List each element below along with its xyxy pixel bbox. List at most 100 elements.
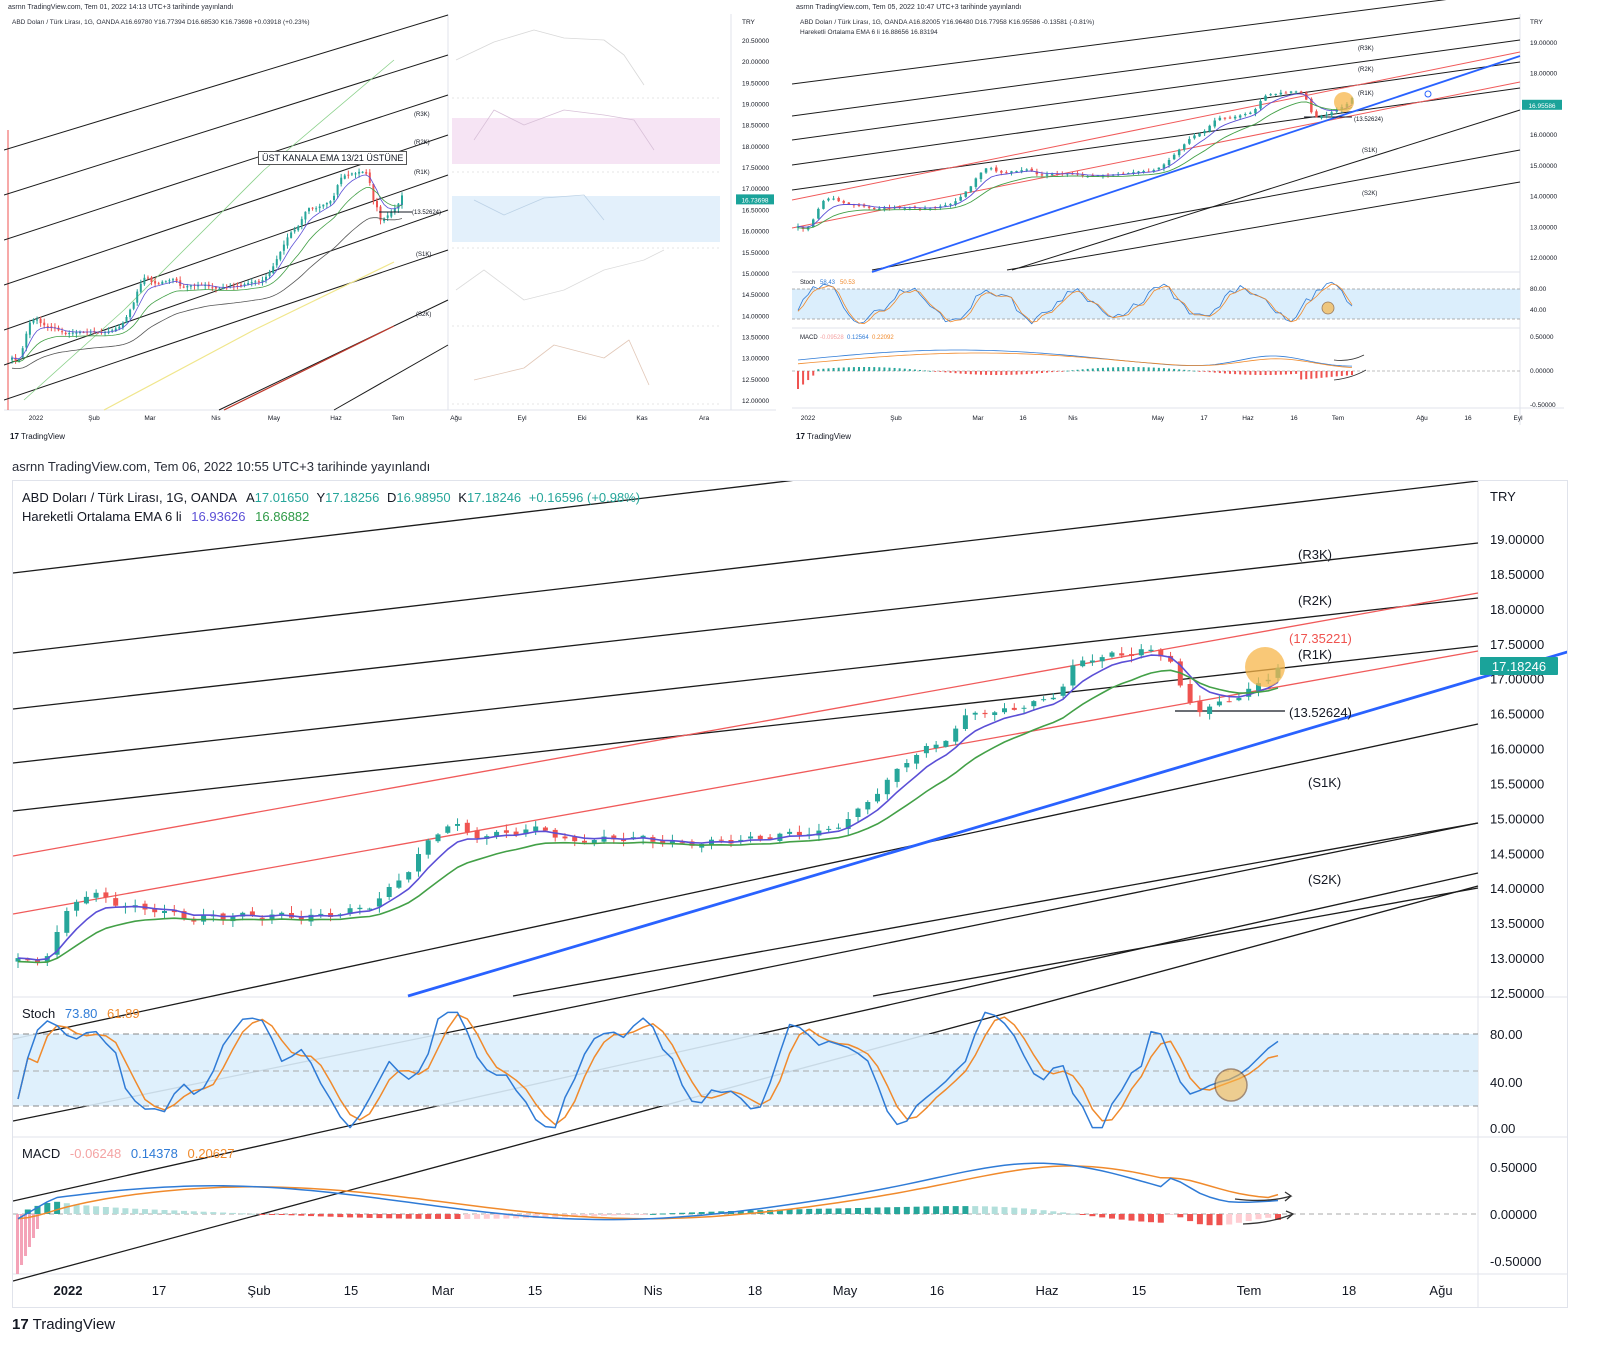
main-candle	[249, 911, 255, 916]
main-candle	[1031, 701, 1037, 707]
main-candle	[523, 829, 529, 835]
tr-candle	[1299, 91, 1303, 93]
macd-tick-label: -0.50000	[1490, 1254, 1541, 1269]
tradingview-logo: 17 TradingView	[10, 432, 66, 441]
level-label: (R3K)	[1358, 46, 1374, 52]
macd-arrow	[1333, 354, 1367, 381]
tl-candle	[257, 281, 260, 283]
macd-tick-label: -0.50000	[1530, 402, 1556, 409]
tl-candle	[318, 206, 321, 208]
last-price-tag	[736, 194, 774, 205]
stoch-label: Stoch	[800, 280, 815, 286]
macd-histogram-bar	[1235, 1214, 1242, 1223]
macd-histogram-bar	[857, 367, 860, 371]
macd-histogram-bar	[1183, 369, 1186, 371]
price-tick-label: 15.00000	[742, 271, 769, 278]
tr-candle	[1228, 117, 1232, 119]
macd-line	[17, 1162, 1279, 1221]
ema-fast-line	[797, 93, 1353, 228]
macd-histogram-bar	[1173, 368, 1176, 371]
tl-candle	[114, 328, 117, 332]
main-candle	[601, 836, 607, 842]
main-candle	[64, 911, 70, 933]
macd-histogram-bar	[44, 1203, 51, 1214]
price-tick-label: 13.50000	[742, 334, 769, 341]
main-candle	[367, 908, 373, 910]
level-label-r1-value: (17.35221)	[1289, 631, 1352, 646]
price-tick-label: 18.50000	[1490, 567, 1544, 582]
time-tick-label: 16	[1464, 415, 1472, 422]
time-tick-label: May	[268, 415, 281, 422]
macd-histogram-bar	[1030, 1209, 1037, 1214]
price-tick-label: 18.00000	[742, 144, 769, 151]
tr-candle	[1198, 133, 1201, 137]
price-tick-label: 17.50000	[742, 165, 769, 172]
macd-histogram-bar	[1223, 371, 1226, 374]
ema-slow-line	[11, 187, 403, 363]
time-tick-label: Eyl	[1513, 415, 1523, 422]
tl-candle	[325, 202, 328, 205]
tl-candle	[175, 278, 178, 281]
currency-label: TRY	[742, 19, 756, 26]
macd-histogram-bar	[952, 1206, 959, 1214]
time-tick-label: 16	[1019, 415, 1027, 422]
main-candle	[259, 917, 265, 919]
channel-line-upper	[792, 0, 1447, 85]
macd-histogram-bar	[845, 1208, 852, 1214]
macd-histogram-bar	[249, 1213, 256, 1215]
tl-candle	[68, 333, 71, 335]
time-tick-label: 2022	[801, 415, 816, 422]
publish-info: asrnn TradingView.com, Tem 05, 2022 10:4…	[796, 4, 1022, 11]
channel-line-upper	[792, 61, 1521, 166]
macd-histogram-bar	[964, 371, 967, 374]
tl-candle	[150, 277, 153, 282]
price-tick-label: 18.50000	[742, 123, 769, 130]
macd-histogram-bar	[1061, 371, 1064, 372]
stoch-tick-label: 40.00	[1490, 1075, 1523, 1090]
macd-histogram-bar	[435, 1214, 441, 1219]
tr-candle	[1269, 94, 1272, 96]
main-candle	[425, 840, 431, 855]
tr-candle	[1025, 169, 1028, 171]
main-candle	[767, 837, 773, 840]
level-label: (R2K)	[1358, 67, 1374, 73]
tr-candle	[1045, 174, 1049, 176]
tr-candle	[822, 200, 825, 209]
stoch-k-value: 58.43	[820, 280, 836, 286]
main-candle	[503, 830, 509, 833]
level-label: (R2K)	[414, 140, 430, 146]
macd-histogram-bar	[229, 1212, 236, 1214]
price-tick-label: 20.50000	[742, 38, 769, 45]
macd-histogram-bar	[1162, 368, 1165, 371]
ohlc-change: +0.16596 (+0.98%)	[528, 490, 641, 505]
price-chart-main[interactable]: (R3K) (R2K) (17.35221)(R1K) (13.52624) (S1K)…	[13, 481, 1567, 1307]
macd-hist-arrow	[1242, 1210, 1295, 1225]
tl-candle	[343, 175, 346, 179]
price-tick-label: 13.50000	[1490, 916, 1544, 931]
tr-candle	[1020, 170, 1023, 172]
macd-histogram-bar	[1118, 1214, 1125, 1220]
ghost-line	[473, 109, 655, 151]
main-candle	[201, 915, 207, 922]
macd-histogram-bar	[949, 371, 952, 373]
macd-histogram-bar	[36, 1214, 39, 1229]
macd-histogram-bar	[817, 369, 820, 371]
macd-histogram-bar	[1096, 368, 1099, 371]
macd-histogram-bar	[1245, 1214, 1252, 1221]
time-tick-label: 18	[748, 1283, 762, 1298]
main-candle	[494, 831, 500, 836]
main-candle	[1041, 699, 1047, 701]
stoch-k-line	[17, 1011, 1279, 1129]
price-chart-top-left[interactable]: (R3K) (R2K) (R1K) (13.52624) (S1K) (S2K) 20.50…	[4, 0, 776, 445]
tl-candle	[300, 219, 303, 226]
tr-candle	[1172, 154, 1176, 160]
macd-histogram-bar	[1099, 1214, 1106, 1218]
main-candle	[1089, 660, 1095, 663]
channel-line-r1-lower	[13, 650, 1479, 915]
macd-histogram-bar	[54, 1201, 61, 1214]
time-tick-label: Nis	[644, 1283, 663, 1298]
macd-histogram-bar	[1050, 1211, 1057, 1214]
price-chart-top-right[interactable]: (R3K) (R2K) (R1K) (13.52624) (S1K) (S2K) 19.00…	[792, 0, 1564, 445]
main-candle	[953, 728, 959, 742]
macd-histogram-bar	[797, 371, 799, 389]
